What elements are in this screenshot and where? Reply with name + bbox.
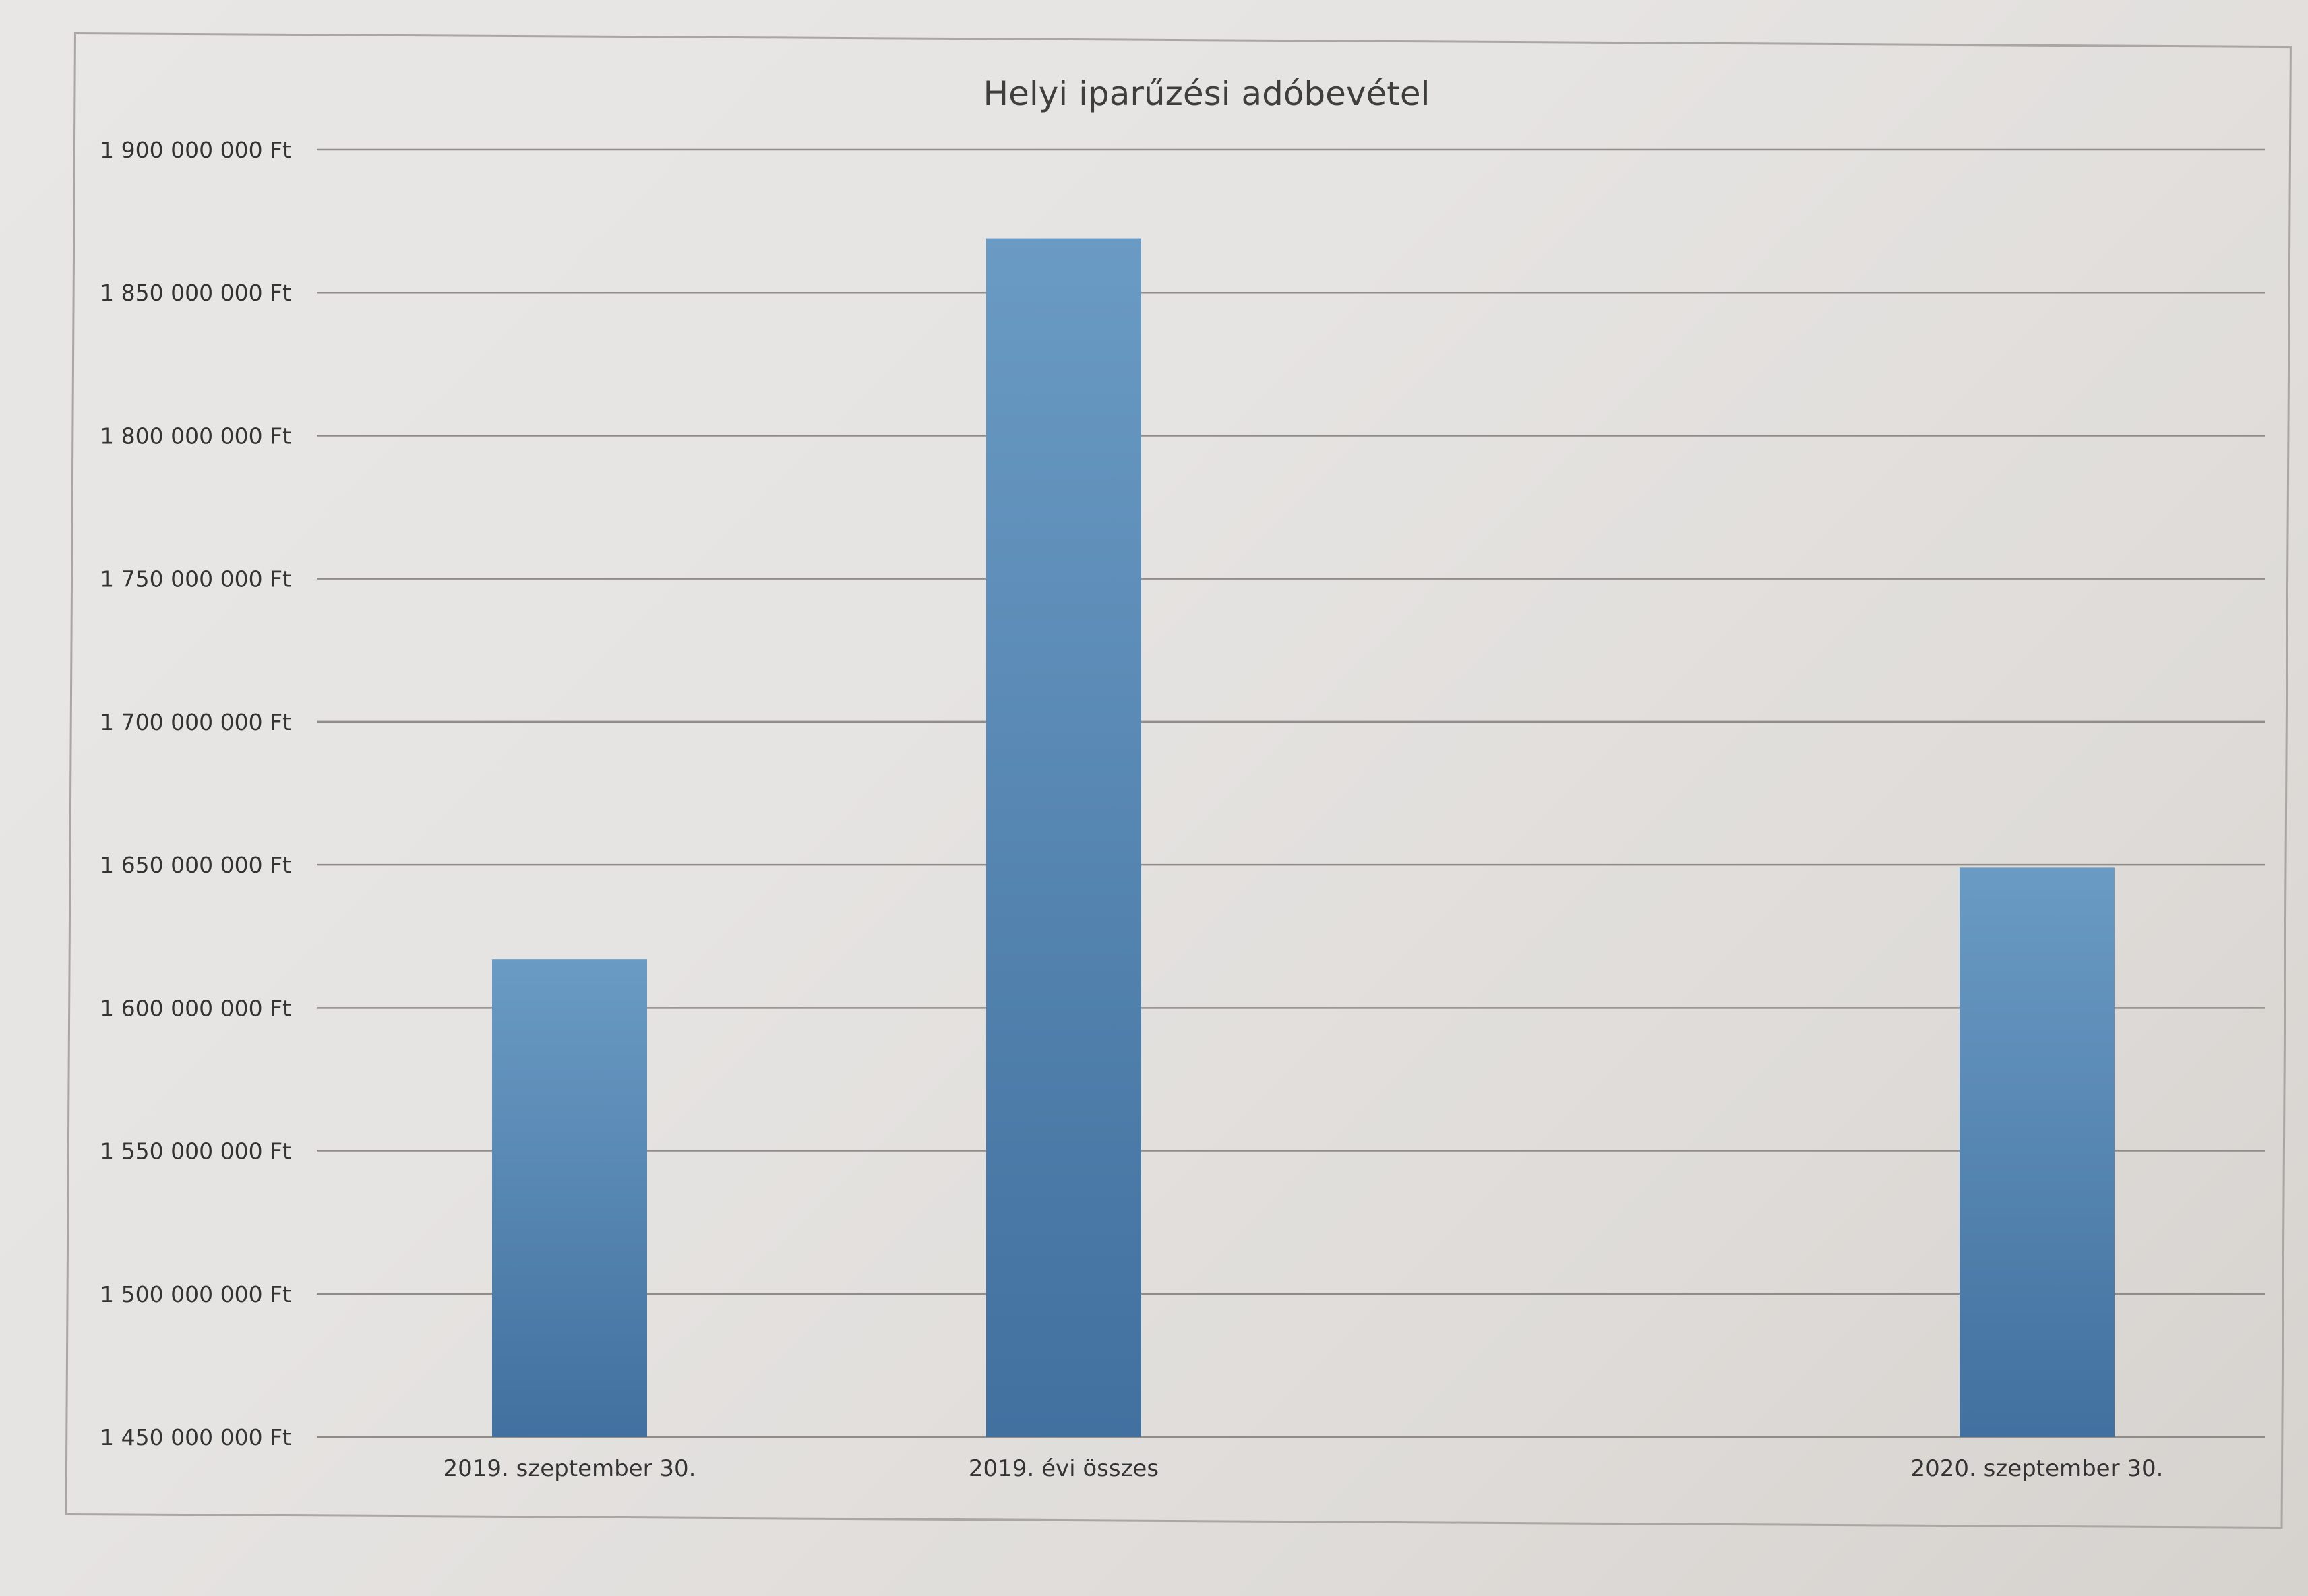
y-tick-label: 1 900 000 000 Ft bbox=[100, 137, 291, 163]
y-tick-label: 1 750 000 000 Ft bbox=[100, 566, 291, 592]
bar bbox=[1960, 867, 2115, 1437]
bar bbox=[986, 238, 1141, 1438]
bar bbox=[492, 959, 647, 1437]
x-category-label: 2019. szeptember 30. bbox=[444, 1455, 696, 1482]
y-tick-label: 1 550 000 000 Ft bbox=[100, 1138, 291, 1165]
x-axis-categories: 2019. szeptember 30. 2019. évi összes 2020… bbox=[444, 1455, 2164, 1482]
x-category-label: 2020. szeptember 30. bbox=[1911, 1455, 2164, 1482]
y-tick-label: 1 650 000 000 Ft bbox=[100, 852, 291, 878]
y-tick-label: 1 850 000 000 Ft bbox=[100, 280, 291, 306]
y-axis-ticks: 1 450 000 000 Ft 1 500 000 000 Ft 1 550 00… bbox=[100, 137, 291, 1450]
y-tick-label: 1 600 000 000 Ft bbox=[100, 995, 291, 1021]
x-category-label: 2019. évi összes bbox=[969, 1455, 1159, 1482]
chart-title: Helyi iparűzési adóbevétel bbox=[983, 74, 1430, 113]
y-tick-label: 1 450 000 000 Ft bbox=[100, 1424, 291, 1450]
y-tick-label: 1 700 000 000 Ft bbox=[100, 709, 291, 735]
y-tick-label: 1 800 000 000 Ft bbox=[100, 423, 291, 449]
y-tick-label: 1 500 000 000 Ft bbox=[100, 1281, 291, 1308]
bars bbox=[492, 238, 2115, 1438]
